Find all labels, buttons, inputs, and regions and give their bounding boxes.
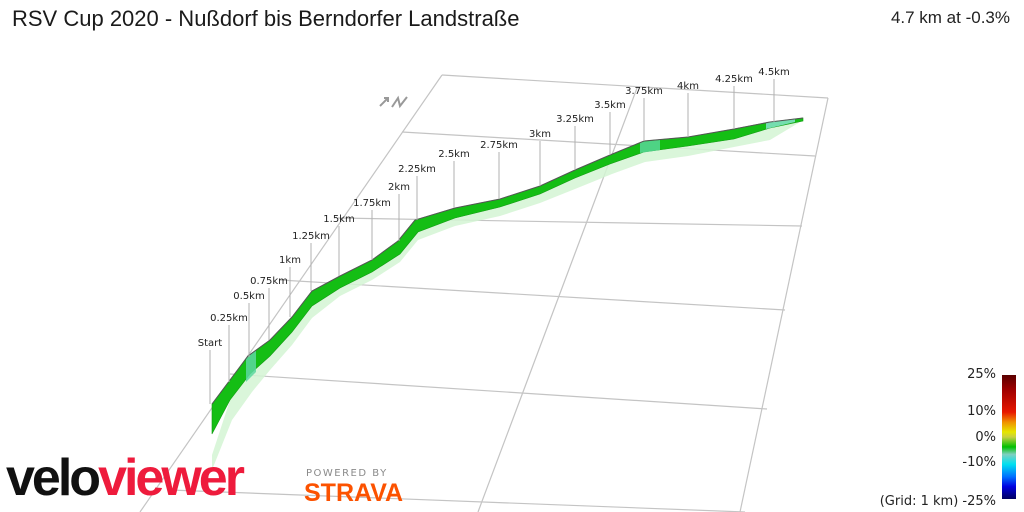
gradient-color-scale (1002, 375, 1016, 499)
route-shadow (212, 122, 800, 470)
km-marker-label: 1.5km (323, 214, 354, 225)
km-marker-label: 3km (529, 129, 551, 140)
powered-by-label: POWERED BY (306, 468, 388, 479)
km-marker-label: Start (198, 338, 223, 349)
km-marker-label: 3.5km (594, 100, 625, 111)
route-ribbon[interactable] (211, 117, 804, 435)
route-segment-flat (246, 350, 256, 382)
km-marker-label: 2.5km (438, 149, 469, 160)
km-marker-label: 2.75km (480, 140, 518, 151)
km-marker-label: 0.75km (250, 276, 288, 287)
legend-label: (Grid: 1 km) -25% (879, 494, 996, 509)
veloviewer-logo[interactable]: veloviewer (6, 449, 245, 507)
km-marker-label: 1.25km (292, 231, 330, 242)
route-segment-flat (640, 140, 660, 153)
km-marker-label: 4.5km (758, 67, 789, 78)
logo-viewer: viewer (98, 449, 245, 507)
km-marker-label: 4km (677, 81, 699, 92)
distance-markers: Start 0.25km 0.5km 0.75km 1km 1.25km 1.5km 1.75… (198, 67, 790, 404)
km-marker-label: 0.5km (233, 291, 264, 302)
km-marker-label: 2.25km (398, 164, 436, 175)
route-summary: 4.7 km at -0.3% (890, 8, 1010, 27)
legend-label: 10% (967, 404, 996, 419)
km-marker-label: 0.25km (210, 313, 248, 324)
km-marker-label: 1km (279, 255, 301, 266)
north-arrow-icon (379, 95, 408, 109)
km-marker-label: 3.75km (625, 86, 663, 97)
km-marker-label: 2km (388, 182, 410, 193)
logo-velo: velo (6, 449, 101, 507)
route-title: RSV Cup 2020 - Nußdorf bis Berndorfer La… (12, 6, 520, 31)
strava-logo[interactable]: STRAVA (304, 479, 404, 507)
route-top-edge (211, 117, 804, 405)
km-marker-label: 4.25km (715, 74, 753, 85)
legend-label: 25% (967, 367, 996, 382)
legend-label: -10% (962, 455, 996, 470)
km-marker-label: 1.75km (353, 198, 391, 209)
legend-label: 0% (975, 430, 996, 445)
km-marker-label: 3.25km (556, 114, 594, 125)
